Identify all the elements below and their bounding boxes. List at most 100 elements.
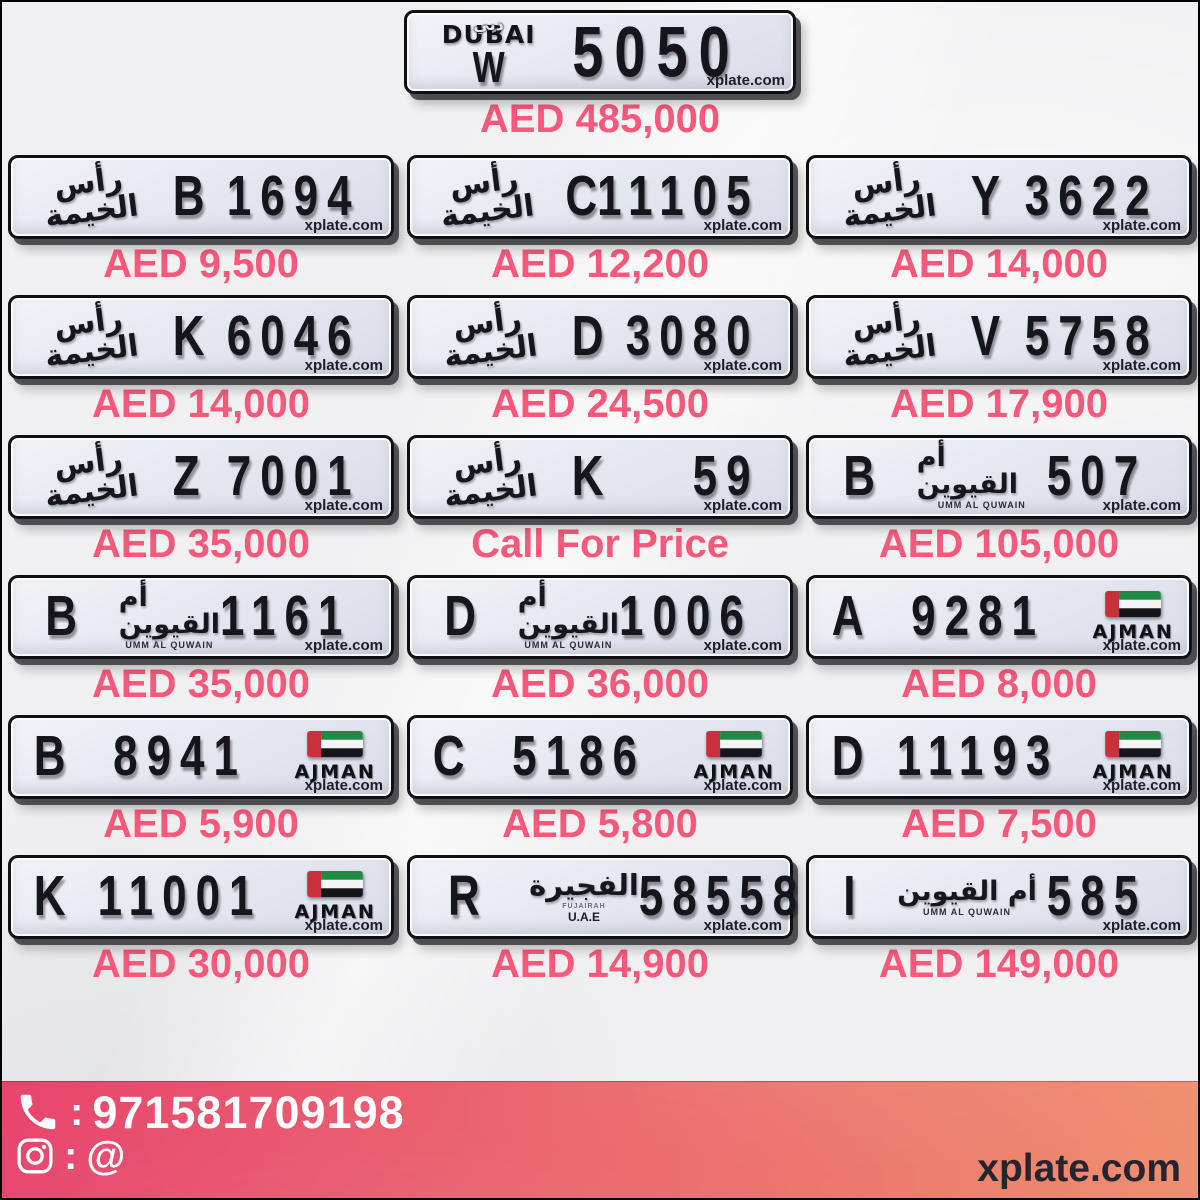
instagram-handle: @ bbox=[86, 1134, 126, 1178]
xplate-watermark: xplate.com bbox=[703, 777, 782, 794]
plate-cell: C رأس الخيمة أم القيوين UMM AL QUWAIN AJ… bbox=[407, 155, 793, 286]
uaq-arabic-calligraphy: أم القيوين bbox=[916, 442, 1018, 500]
price-label: AED 14,000 bbox=[890, 242, 1108, 286]
plate-letter: B bbox=[33, 725, 66, 788]
uaq-english-label: UMM AL QUWAIN bbox=[937, 500, 1026, 510]
plate-cell: A رأس الخيمة أم القيوين UMM AL QUWAIN AJ… bbox=[806, 575, 1192, 706]
license-plate: V رأس الخيمة أم القيوين UMM AL QUWAIN AJ… bbox=[806, 295, 1192, 379]
xplate-watermark: xplate.com bbox=[703, 497, 782, 514]
plate-number: 3622 bbox=[1024, 165, 1159, 228]
ajman-wordmark: AJMAN bbox=[294, 761, 376, 783]
plate-cell: R رأس الخيمة أم القيوين UMM AL QUWAIN AJ… bbox=[407, 855, 797, 986]
plate-number: 5758 bbox=[1024, 305, 1159, 368]
price-label: AED 12,200 bbox=[491, 242, 709, 286]
license-plate: D رأس الخيمة أم القيوين UMM AL QUWAIN AJ… bbox=[806, 715, 1192, 799]
license-plate: C رأس الخيمة أم القيوين UMM AL QUWAIN AJ… bbox=[407, 155, 793, 239]
uae-flag-icon bbox=[307, 871, 364, 897]
plate-number: 8941 bbox=[113, 725, 247, 788]
plate-number: 585 bbox=[1046, 865, 1148, 928]
license-plate-dubai: DUBAI دبي W 5050 xplate.com bbox=[404, 10, 796, 94]
price-label: AED 149,000 bbox=[878, 942, 1120, 986]
plate-letter: B bbox=[172, 165, 205, 228]
plate-cell: B رأس الخيمة أم القيوين UMM AL QUWAIN AJ… bbox=[8, 155, 394, 286]
plate-letter: Y bbox=[970, 165, 1001, 228]
plate-number: 1694 bbox=[226, 165, 361, 228]
plate-letter: B bbox=[45, 585, 77, 648]
license-plate: B رأس الخيمة أم القيوين UMM AL QUWAIN AJ… bbox=[806, 435, 1192, 519]
plate-cell: K رأس الخيمة أم القيوين UMM AL QUWAIN AJ… bbox=[8, 295, 394, 426]
price-label: AED 35,000 bbox=[92, 662, 310, 706]
xplate-watermark: xplate.com bbox=[304, 777, 383, 794]
phone-separator: : bbox=[70, 1090, 84, 1134]
xplate-watermark: xplate.com bbox=[1102, 217, 1181, 234]
ajman-wordmark: AJMAN bbox=[294, 901, 376, 923]
plate-letter: B bbox=[843, 445, 875, 508]
plate-number: 5050 bbox=[572, 11, 741, 92]
price-label: Call For Price bbox=[471, 522, 729, 566]
uaq-arabic-calligraphy: أم القيوين bbox=[897, 875, 1037, 907]
plate-cell: D رأس الخيمة أم القيوين UMM AL QUWAIN AJ… bbox=[407, 295, 793, 426]
plate-cell: V رأس الخيمة أم القيوين UMM AL QUWAIN AJ… bbox=[806, 295, 1192, 426]
featured-plate-cell: DUBAI دبي W 5050 xplate.com AED 485,000 bbox=[404, 10, 796, 141]
umm-al-quwain-emblem: أم القيوين UMM AL QUWAIN bbox=[897, 878, 1037, 917]
uae-flag-icon bbox=[706, 731, 762, 757]
ajman-wordmark: AJMAN bbox=[1092, 621, 1174, 643]
content-area: DUBAI دبي W 5050 xplate.com AED 485,000 … bbox=[2, 2, 1198, 986]
ras-al-khaimah-calligraphy: رأس الخيمة bbox=[840, 300, 939, 374]
xplate-watermark: xplate.com bbox=[304, 917, 383, 934]
instagram-row: : @ bbox=[2, 1136, 1198, 1176]
price-label: AED 5,800 bbox=[502, 802, 698, 846]
plate-letter: D bbox=[831, 725, 864, 788]
xplate-watermark: xplate.com bbox=[703, 217, 782, 234]
umm-al-quwain-emblem: أم القيوين UMM AL QUWAIN bbox=[119, 584, 220, 650]
ajman-emblem: AJMAN bbox=[694, 731, 775, 783]
fujairah-arabic-calligraphy: الفجيرة bbox=[529, 868, 639, 902]
xplate-watermark: xplate.com bbox=[1102, 497, 1181, 514]
price-label: AED 30,000 bbox=[92, 942, 310, 986]
uaq-english-label: UMM AL QUWAIN bbox=[923, 906, 1012, 917]
license-plate: Y رأس الخيمة أم القيوين UMM AL QUWAIN AJ… bbox=[806, 155, 1192, 239]
xplate-watermark: xplate.com bbox=[703, 917, 782, 934]
plate-cell: K رأس الخيمة أم القيوين UMM AL QUWAIN AJ… bbox=[8, 855, 394, 986]
license-plate: D رأس الخيمة أم القيوين UMM AL QUWAIN AJ… bbox=[407, 575, 793, 659]
plate-letter: Z bbox=[172, 445, 200, 508]
price-label: AED 7,500 bbox=[901, 802, 1097, 846]
plate-cell: D رأس الخيمة أم القيوين UMM AL QUWAIN AJ… bbox=[407, 575, 793, 706]
footer: : 971581709198 : @ xplate.com bbox=[2, 1081, 1198, 1198]
xplate-watermark: xplate.com bbox=[304, 217, 383, 234]
ajman-emblem: AJMAN bbox=[1093, 731, 1174, 783]
plate-cell: D رأس الخيمة أم القيوين UMM AL QUWAIN AJ… bbox=[806, 715, 1192, 846]
xplate-watermark: xplate.com bbox=[1102, 637, 1181, 654]
fujairah-emblem: الفجيرة FUJAIRAH U.A.E bbox=[529, 868, 639, 924]
ajman-emblem: AJMAN bbox=[295, 731, 376, 783]
plate-letter: D bbox=[444, 585, 476, 648]
license-plate: I رأس الخيمة أم القيوين UMM AL QUWAIN AJ… bbox=[806, 855, 1192, 939]
xplate-watermark: xplate.com bbox=[703, 357, 782, 374]
price-label: AED 17,900 bbox=[890, 382, 1108, 426]
ras-al-khaimah-calligraphy: رأس الخيمة bbox=[438, 160, 537, 234]
plate-number: 11001 bbox=[97, 865, 263, 928]
plate-cell: Z رأس الخيمة أم القيوين UMM AL QUWAIN AJ… bbox=[8, 435, 394, 566]
xplate-watermark: xplate.com bbox=[706, 72, 785, 89]
umm-al-quwain-emblem: أم القيوين UMM AL QUWAIN bbox=[518, 584, 619, 650]
price-label: AED 14,900 bbox=[491, 942, 709, 986]
license-plate: R رأس الخيمة أم القيوين UMM AL QUWAIN AJ… bbox=[407, 855, 797, 939]
license-plate: K رأس الخيمة أم القيوين UMM AL QUWAIN AJ… bbox=[407, 435, 793, 519]
plate-cell: B رأس الخيمة أم القيوين UMM AL QUWAIN AJ… bbox=[8, 575, 394, 706]
plate-number: 11193 bbox=[896, 725, 1060, 788]
license-plate: K رأس الخيمة أم القيوين UMM AL QUWAIN AJ… bbox=[8, 295, 394, 379]
license-plate: D رأس الخيمة أم القيوين UMM AL QUWAIN AJ… bbox=[407, 295, 793, 379]
plate-number: 507 bbox=[1046, 445, 1148, 508]
plate-number: 9281 bbox=[911, 585, 1045, 648]
xplate-watermark: xplate.com bbox=[304, 357, 383, 374]
plate-letter: C bbox=[432, 725, 465, 788]
phone-row: : 971581709198 bbox=[2, 1082, 1198, 1135]
license-plate: Z رأس الخيمة أم القيوين UMM AL QUWAIN AJ… bbox=[8, 435, 394, 519]
xplate-watermark: xplate.com bbox=[703, 637, 782, 654]
ras-al-khaimah-calligraphy: رأس الخيمة bbox=[441, 440, 540, 514]
plate-number: 11105 bbox=[597, 165, 760, 228]
plate-number: 1006 bbox=[618, 585, 753, 648]
plate-letter: I bbox=[843, 865, 856, 928]
plate-letter: R bbox=[448, 865, 480, 928]
license-plate: C رأس الخيمة أم القيوين UMM AL QUWAIN AJ… bbox=[407, 715, 793, 799]
